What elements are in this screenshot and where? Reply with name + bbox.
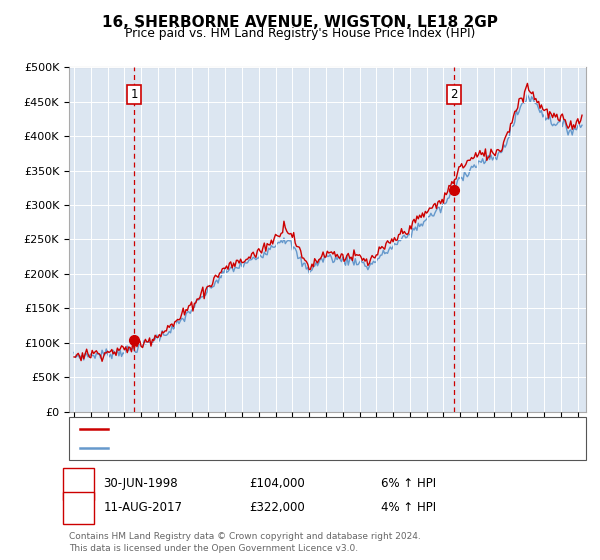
Text: Price paid vs. HM Land Registry's House Price Index (HPI): Price paid vs. HM Land Registry's House … bbox=[125, 27, 475, 40]
Text: 1: 1 bbox=[130, 88, 138, 101]
Text: 2: 2 bbox=[450, 88, 458, 101]
Text: 1: 1 bbox=[75, 479, 82, 489]
Text: 16, SHERBORNE AVENUE, WIGSTON, LE18 2GP: 16, SHERBORNE AVENUE, WIGSTON, LE18 2GP bbox=[102, 15, 498, 30]
Text: 4% ↑ HPI: 4% ↑ HPI bbox=[381, 501, 436, 515]
Text: £322,000: £322,000 bbox=[249, 501, 305, 515]
Text: Contains HM Land Registry data © Crown copyright and database right 2024.
This d: Contains HM Land Registry data © Crown c… bbox=[69, 533, 421, 553]
Text: 11-AUG-2017: 11-AUG-2017 bbox=[103, 501, 182, 515]
Text: 30-JUN-1998: 30-JUN-1998 bbox=[103, 477, 178, 491]
Text: 16, SHERBORNE AVENUE, WIGSTON, LE18 2GP (detached house): 16, SHERBORNE AVENUE, WIGSTON, LE18 2GP … bbox=[115, 424, 470, 434]
Text: HPI: Average price, detached house, Oadby and Wigston: HPI: Average price, detached house, Oadb… bbox=[115, 444, 425, 453]
Text: £104,000: £104,000 bbox=[249, 477, 305, 491]
Text: 6% ↑ HPI: 6% ↑ HPI bbox=[381, 477, 436, 491]
Text: 2: 2 bbox=[75, 503, 82, 513]
